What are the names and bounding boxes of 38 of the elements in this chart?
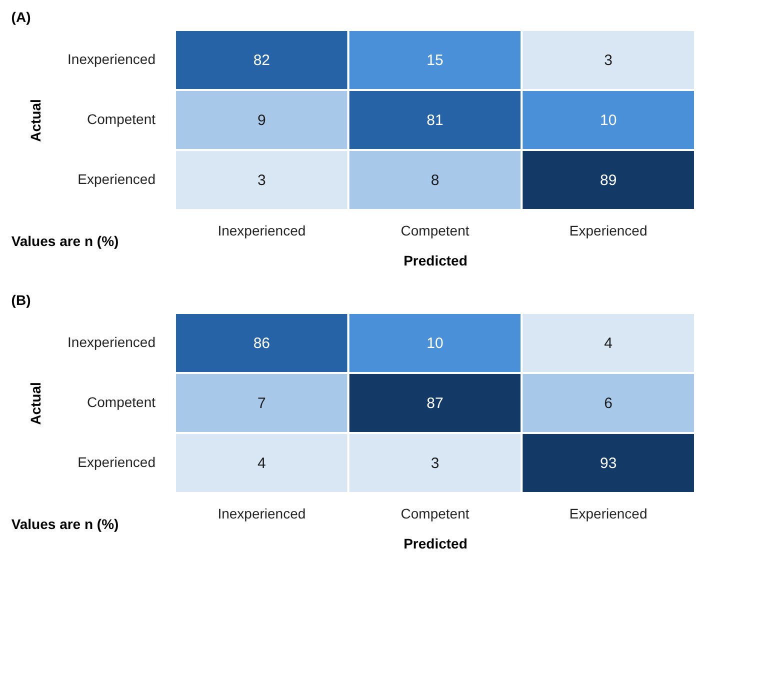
data-label: 10 [600, 112, 617, 129]
text: Values are n (%) [11, 233, 119, 249]
data-label: 89 [600, 172, 617, 189]
data-label: 82 [253, 52, 270, 69]
y-axis-title: Actual [28, 382, 44, 425]
x-tick-label: Inexperienced [218, 506, 306, 522]
data-label: 4 [604, 335, 613, 352]
y-tick-label: Competent [87, 394, 156, 410]
data-label: 7 [257, 395, 266, 412]
data-label: 6 [604, 395, 613, 412]
data-label: 3 [604, 52, 613, 69]
y-tick-label: Inexperienced [68, 51, 156, 67]
y-tick-label: Experienced [78, 171, 156, 187]
data-label: 3 [257, 172, 266, 189]
x-tick-label: Competent [400, 222, 470, 238]
data-label: 9 [257, 112, 266, 129]
text: Values are n (%) [11, 516, 119, 532]
x-tick-label: Inexperienced [218, 222, 306, 238]
data-label: 10 [426, 335, 444, 352]
y-tick-label: Experienced [78, 454, 156, 470]
x-axis-title: Predicted [404, 252, 468, 268]
y-tick-label: Inexperienced [68, 334, 156, 350]
y-tick-label: Competent [87, 111, 156, 127]
data-label: 15 [426, 52, 444, 69]
data-label: 8 [430, 172, 440, 189]
x-tick-label: Experienced [569, 506, 648, 522]
data-label: 81 [426, 112, 444, 129]
y-axis-title: Actual [28, 99, 44, 142]
data-label: 4 [257, 455, 266, 472]
data-label: 3 [430, 455, 440, 472]
data-label: 93 [600, 455, 617, 472]
text: (A) [11, 9, 31, 25]
data-label: 87 [426, 395, 444, 412]
x-tick-label: Competent [400, 506, 470, 522]
x-tick-label: Experienced [569, 222, 648, 238]
text: (B) [11, 292, 31, 308]
x-axis-title: Predicted [404, 536, 468, 552]
data-label: 86 [253, 335, 270, 352]
